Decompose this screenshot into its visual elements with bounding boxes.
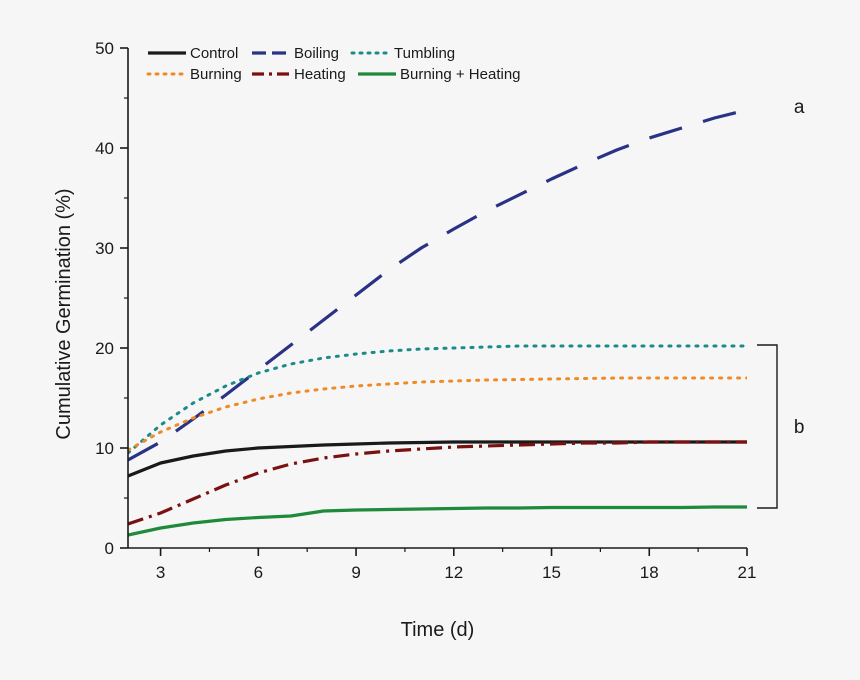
series-line-tumbling (128, 344, 747, 455)
y-axis-title: Cumulative Germination (%) (53, 188, 75, 439)
series-line-boiling (128, 108, 747, 462)
legend-label-control: Control (190, 45, 238, 62)
legend-label-burning-heating: Burning + Heating (400, 66, 521, 83)
legend-label-burning: Burning (190, 66, 242, 83)
series-layer (128, 108, 747, 537)
series-line-burning-heating (128, 505, 747, 537)
x-tick-label-3: 3 (156, 563, 165, 582)
x-tick-label-9: 9 (351, 563, 360, 582)
y-tick-label-50: 50 (95, 39, 114, 58)
x-tick-label-6: 6 (254, 563, 263, 582)
y-tick-label-40: 40 (95, 139, 114, 158)
x-axis-title: Time (d) (401, 619, 475, 641)
annotation-bracket-b (757, 344, 778, 509)
annotation-a: a (794, 97, 805, 118)
y-tick-label-0: 0 (105, 539, 114, 558)
x-tick-label-18: 18 (640, 563, 659, 582)
x-tick-label-12: 12 (444, 563, 463, 582)
annotations: ab (757, 97, 805, 509)
y-tick-label-20: 20 (95, 339, 114, 358)
series-line-heating (128, 440, 747, 526)
legend-label-heating: Heating (294, 66, 346, 83)
annotation-b: b (794, 417, 805, 438)
x-tick-label-15: 15 (542, 563, 561, 582)
legend-label-boiling: Boiling (294, 45, 339, 62)
legend: Control Boiling Tumbling Burning Heating Burn… (146, 45, 521, 83)
x-tick-label-21: 21 (738, 563, 757, 582)
y-tick-label-10: 10 (95, 439, 114, 458)
axes-layer: 0 10 20 30 40 50 3 6 9 12 15 18 21 Time (d) Cumulative… (53, 39, 756, 641)
y-tick-label-30: 30 (95, 239, 114, 258)
legend-label-tumbling: Tumbling (394, 45, 455, 62)
series-line-burning (128, 376, 747, 452)
